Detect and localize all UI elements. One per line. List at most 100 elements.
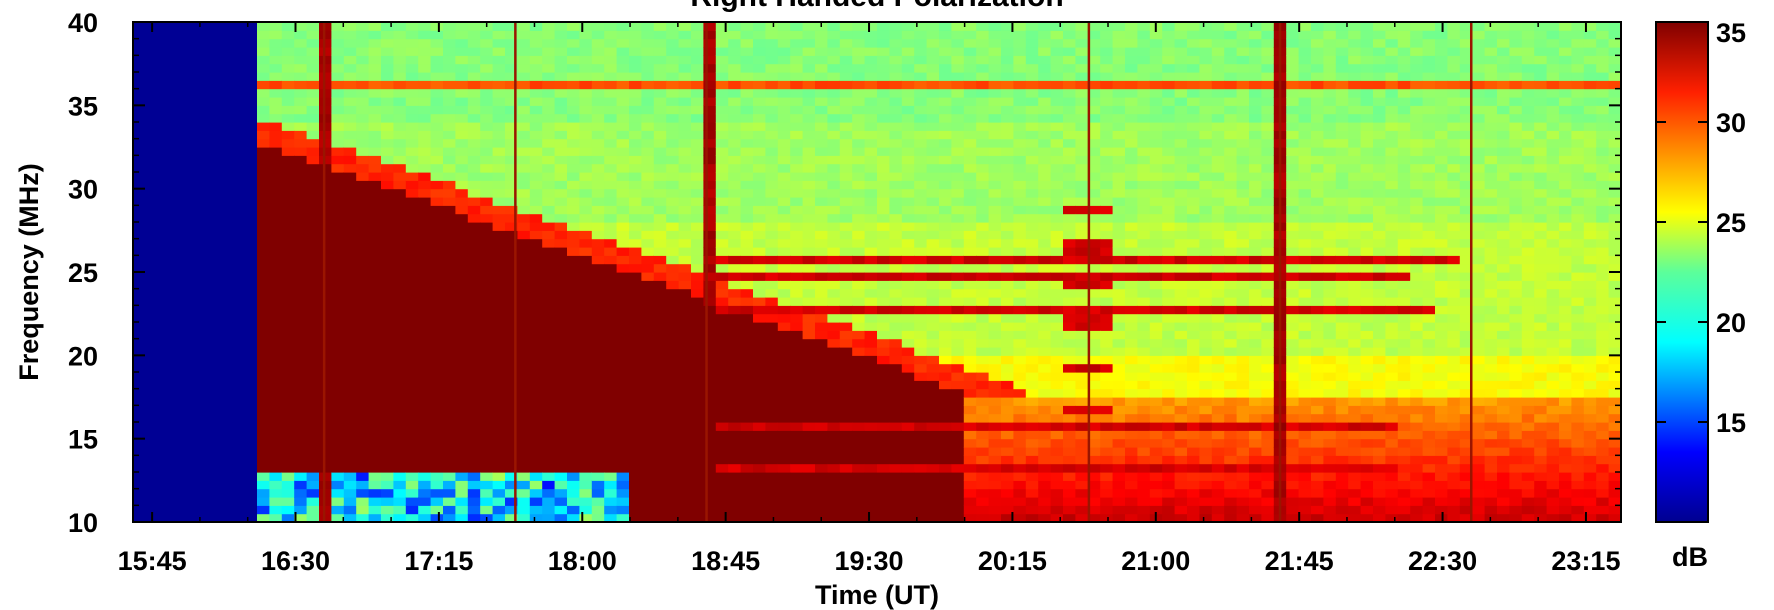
heatmap-cell — [257, 22, 270, 31]
heatmap-cell — [281, 213, 295, 223]
heatmap-cell — [133, 447, 146, 456]
heatmap-cell — [728, 247, 742, 256]
heatmap-cell — [443, 413, 456, 423]
heatmap-cell — [864, 247, 878, 256]
heatmap-cell — [542, 397, 556, 406]
heatmap-cell — [579, 313, 593, 323]
heatmap-cell — [418, 272, 432, 281]
heatmap-cell — [219, 172, 233, 181]
heatmap-cell — [430, 430, 444, 440]
heatmap-cell — [790, 447, 804, 456]
heatmap-cell — [740, 488, 754, 498]
heatmap-cell — [815, 255, 828, 265]
heatmap-cell — [901, 305, 915, 315]
heatmap-cell — [864, 338, 878, 348]
heatmap-cell — [852, 347, 866, 356]
heatmap-cell — [914, 238, 928, 248]
heatmap-cell — [505, 272, 518, 281]
heatmap-cell — [1063, 430, 1076, 440]
heatmap-cell — [926, 347, 940, 356]
heatmap-cell — [343, 388, 357, 398]
heatmap-cell — [381, 222, 394, 231]
heatmap-cell — [1063, 155, 1076, 165]
heatmap-cell — [1149, 305, 1163, 315]
heatmap-cell — [852, 247, 866, 256]
heatmap-cell — [219, 113, 233, 123]
heatmap-cell — [827, 422, 841, 431]
heatmap-cell — [281, 138, 295, 148]
heatmap-cell — [740, 388, 754, 398]
heatmap-cell — [1112, 263, 1126, 273]
heatmap-cell — [331, 480, 345, 490]
heatmap-cell — [1001, 38, 1014, 48]
heatmap-cell — [963, 205, 977, 215]
heatmap-cell — [1063, 30, 1076, 40]
heatmap-cell — [740, 505, 754, 515]
heatmap-cell — [740, 138, 754, 148]
heatmap-cell — [1075, 513, 1089, 522]
heatmap-cell — [740, 422, 754, 431]
heatmap-cell — [492, 263, 506, 273]
heatmap-cell — [864, 188, 878, 198]
heatmap-cell — [281, 180, 295, 190]
heatmap-cell — [591, 380, 605, 390]
heatmap-cell — [666, 255, 680, 265]
heatmap-cell — [306, 138, 320, 148]
heatmap-cell — [207, 438, 221, 448]
heatmap-cell — [963, 188, 977, 198]
heatmap-cell — [219, 463, 233, 473]
heatmap-cell — [740, 288, 754, 298]
heatmap-cell — [505, 147, 518, 156]
heatmap-cell — [715, 230, 729, 240]
heatmap-cell — [1125, 505, 1138, 515]
heatmap-cell — [988, 272, 1002, 281]
heatmap-cell — [480, 155, 494, 165]
heatmap-cell — [1001, 180, 1014, 190]
heatmap-cell — [790, 513, 804, 522]
heatmap-cell — [319, 505, 332, 515]
heatmap-cell — [753, 338, 766, 348]
heatmap-cell — [951, 255, 965, 265]
heatmap-cell — [554, 255, 568, 265]
heatmap-cell — [1075, 255, 1089, 265]
heatmap-cell — [939, 30, 952, 40]
heatmap-cell — [976, 147, 990, 156]
heatmap-cell — [678, 322, 692, 331]
heatmap-cell — [393, 230, 407, 240]
heatmap-cell — [653, 188, 667, 198]
heatmap-cell — [405, 288, 419, 298]
heatmap-cell — [802, 513, 816, 522]
heatmap-cell — [691, 22, 704, 31]
heatmap-cell — [1013, 113, 1027, 123]
heatmap-cell — [963, 113, 977, 123]
heatmap-cell — [567, 347, 580, 356]
heatmap-cell — [653, 255, 667, 265]
heatmap-cell — [877, 280, 890, 290]
heatmap-cell — [133, 172, 146, 181]
heatmap-cell — [269, 488, 283, 498]
heatmap-cell — [306, 155, 320, 165]
heatmap-cell — [976, 47, 990, 56]
heatmap-cell — [269, 463, 283, 473]
heatmap-cell — [1001, 105, 1014, 115]
heatmap-cell — [294, 113, 308, 123]
heatmap-cell — [579, 30, 593, 40]
heatmap-cell — [133, 422, 146, 431]
heatmap-cell — [988, 147, 1002, 156]
heatmap-cell — [753, 497, 766, 506]
heatmap-cell — [1087, 463, 1101, 473]
heatmap-cell — [604, 297, 618, 306]
heatmap-cell — [1162, 397, 1176, 406]
heatmap-cell — [777, 363, 791, 373]
heatmap-cell — [554, 147, 568, 156]
heatmap-cell — [864, 138, 878, 148]
heatmap-cell — [529, 497, 543, 506]
heatmap-cell — [356, 488, 370, 498]
heatmap-cell — [753, 413, 766, 423]
heatmap-cell — [1087, 288, 1101, 298]
heatmap-cell — [505, 280, 518, 290]
heatmap-cell — [604, 263, 618, 273]
heatmap-cell — [1137, 313, 1151, 323]
heatmap-cell — [505, 230, 518, 240]
heatmap-cell — [430, 213, 444, 223]
